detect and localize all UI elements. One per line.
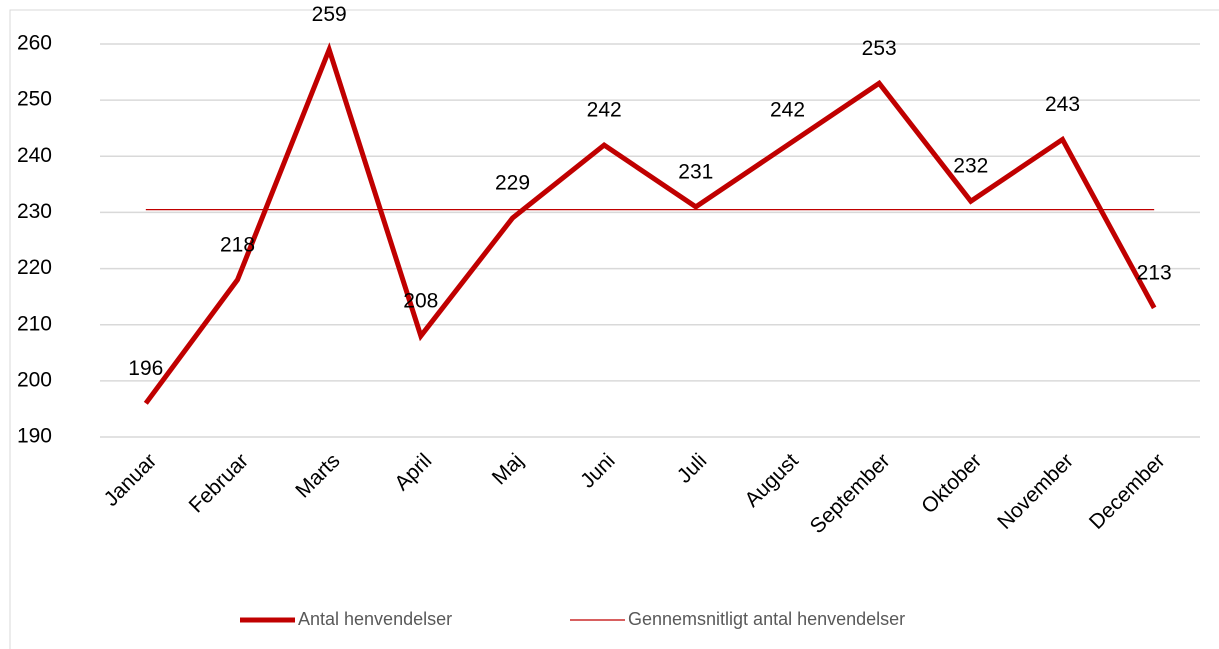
data-label: 218 xyxy=(220,233,255,256)
x-tick-label: Maj xyxy=(488,449,528,489)
x-tick-label: Januar xyxy=(100,449,162,511)
legend-label: Gennemsnitligt antal henvendelser xyxy=(628,609,905,629)
data-label: 243 xyxy=(1045,93,1080,116)
data-label: 229 xyxy=(495,172,530,195)
data-label: 242 xyxy=(587,99,622,122)
data-label: 232 xyxy=(953,155,988,178)
y-tick-label: 190 xyxy=(17,425,52,448)
y-tick-label: 210 xyxy=(17,312,52,335)
y-tick-label: 220 xyxy=(17,256,52,279)
y-tick-label: 240 xyxy=(17,144,52,167)
chart-frame xyxy=(9,9,1219,649)
x-tick-label: August xyxy=(740,449,803,512)
data-label: 259 xyxy=(312,3,347,26)
data-label: 253 xyxy=(862,37,897,60)
data-label: 213 xyxy=(1137,261,1172,284)
x-tick-label: April xyxy=(390,449,436,495)
data-label: 231 xyxy=(678,160,713,183)
data-label: 208 xyxy=(403,289,438,312)
data-label: 196 xyxy=(128,357,163,380)
legend-label: Antal henvendelser xyxy=(298,609,452,629)
x-tick-label: December xyxy=(1085,449,1170,534)
x-tick-label: Juni xyxy=(576,449,620,493)
y-tick-label: 200 xyxy=(17,368,52,391)
x-tick-label: Juli xyxy=(673,449,712,488)
x-tick-label: November xyxy=(993,449,1078,534)
x-tick-label: Oktober xyxy=(917,449,986,518)
y-tick-label: 260 xyxy=(17,32,52,55)
x-tick-label: September xyxy=(806,449,895,538)
line-series xyxy=(143,42,1157,405)
data-label: 242 xyxy=(770,99,805,122)
x-tick-label: Februar xyxy=(185,449,253,517)
y-tick-label: 250 xyxy=(17,88,52,111)
y-tick-label: 230 xyxy=(17,200,52,223)
x-tick-label: Marts xyxy=(291,449,344,502)
